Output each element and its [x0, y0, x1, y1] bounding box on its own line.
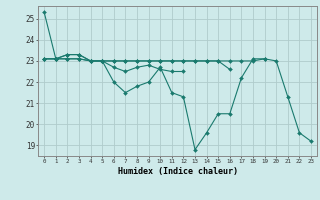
- X-axis label: Humidex (Indice chaleur): Humidex (Indice chaleur): [118, 167, 238, 176]
